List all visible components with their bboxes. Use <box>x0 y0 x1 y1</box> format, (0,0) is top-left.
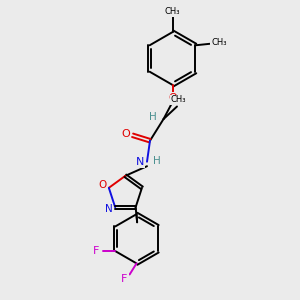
Text: O: O <box>168 93 177 103</box>
Text: F: F <box>92 246 99 256</box>
Text: F: F <box>121 274 128 284</box>
Text: CH₃: CH₃ <box>171 95 186 104</box>
Text: N: N <box>105 204 112 214</box>
Text: O: O <box>98 180 106 190</box>
Text: O: O <box>122 129 130 139</box>
Text: CH₃: CH₃ <box>211 38 226 47</box>
Text: CH₃: CH₃ <box>165 7 180 16</box>
Text: H: H <box>153 156 160 166</box>
Text: N: N <box>136 157 145 167</box>
Text: H: H <box>149 112 157 122</box>
